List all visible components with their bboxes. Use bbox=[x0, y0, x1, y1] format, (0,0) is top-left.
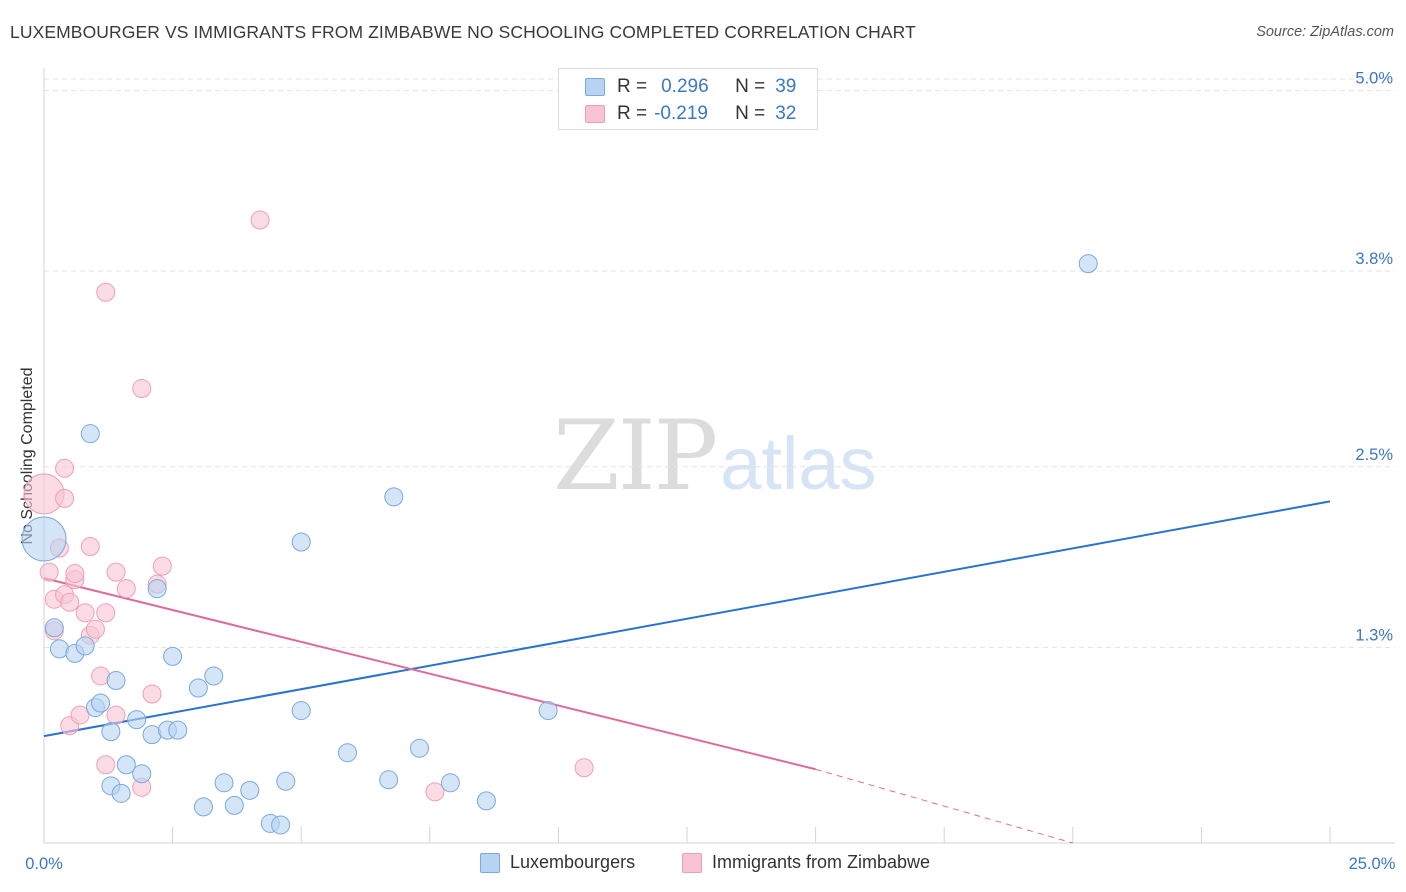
zimbabwe-point bbox=[132, 379, 152, 399]
luxembourger-point bbox=[291, 701, 311, 721]
zimbabwe-trend-line bbox=[43, 577, 816, 771]
y-tick-label: 5.0% bbox=[1355, 70, 1393, 88]
r-value: -0.219 bbox=[654, 103, 708, 124]
zimbabwe-point bbox=[96, 282, 116, 302]
y-tick-label: 3.8% bbox=[1355, 250, 1393, 268]
luxembourger-point bbox=[291, 532, 311, 552]
legend-item-zimbabwe: Immigrants from Zimbabwe bbox=[682, 852, 930, 873]
luxembourger-point bbox=[116, 755, 136, 775]
luxembourger-point bbox=[75, 636, 95, 656]
zimbabwe-point bbox=[152, 556, 172, 576]
luxembourger-trend-line bbox=[43, 500, 1331, 738]
source-label: Source: ZipAtlas.com bbox=[1256, 24, 1394, 40]
luxembourger-point bbox=[204, 666, 224, 686]
luxembourger-point bbox=[384, 487, 404, 507]
luxembourger-point bbox=[147, 579, 167, 599]
luxembourger-point bbox=[410, 738, 430, 758]
luxembourger-point bbox=[127, 710, 147, 730]
chart-title: LUXEMBOURGER VS IMMIGRANTS FROM ZIMBABWE… bbox=[10, 22, 916, 42]
luxembourger-point bbox=[440, 773, 460, 793]
legend-swatch-pink bbox=[682, 852, 702, 873]
luxembourger-point bbox=[21, 516, 67, 562]
zimbabwe-point bbox=[250, 210, 270, 230]
luxembourger-point bbox=[476, 791, 496, 811]
luxembourger-point bbox=[193, 797, 213, 817]
zimbabwe-point bbox=[142, 684, 162, 704]
luxembourger-point bbox=[276, 771, 296, 791]
n-label: N = bbox=[735, 103, 766, 124]
zimbabwe-point bbox=[55, 488, 75, 508]
zimbabwe-point bbox=[75, 603, 95, 623]
luxembourger-point bbox=[271, 815, 291, 835]
zimbabwe-point bbox=[574, 758, 594, 778]
zimbabwe-point bbox=[39, 562, 59, 582]
zimbabwe-point bbox=[106, 705, 126, 725]
luxembourger-point bbox=[163, 646, 183, 666]
zimbabwe-point bbox=[116, 579, 136, 599]
zimbabwe-trend-extension bbox=[815, 768, 1073, 844]
n-value: 39 bbox=[775, 76, 797, 97]
r-value: 0.296 bbox=[661, 76, 709, 97]
y-tick-label: 1.3% bbox=[1355, 626, 1393, 644]
zimbabwe-point bbox=[70, 705, 90, 725]
luxembourger-point bbox=[379, 770, 399, 790]
legend-swatch-blue bbox=[480, 852, 500, 873]
luxembourger-point bbox=[1078, 254, 1098, 274]
luxembourger-point bbox=[240, 780, 260, 800]
zimbabwe-point bbox=[65, 564, 85, 584]
luxembourger-point bbox=[44, 618, 64, 638]
zimbabwe-point bbox=[96, 755, 116, 775]
r-label: R = bbox=[617, 103, 648, 124]
zimbabwe-point bbox=[425, 782, 445, 802]
x-tick-label: 0.0% bbox=[25, 855, 63, 873]
luxembourger-point bbox=[106, 670, 126, 690]
luxembourger-point bbox=[214, 773, 234, 793]
luxembourger-point bbox=[80, 424, 100, 444]
luxembourger-point bbox=[101, 722, 121, 742]
legend-item-luxembourgers: Luxembourgers bbox=[480, 852, 635, 873]
r-label: R = bbox=[617, 76, 648, 97]
luxembourger-point bbox=[188, 678, 208, 698]
legend-label: Immigrants from Zimbabwe bbox=[712, 852, 931, 872]
n-value: 32 bbox=[775, 103, 797, 124]
legend-swatch-pink bbox=[585, 105, 605, 123]
luxembourger-point bbox=[224, 795, 244, 815]
zimbabwe-point bbox=[106, 562, 126, 582]
zimbabwe-point bbox=[85, 619, 105, 639]
luxembourger-point bbox=[337, 743, 357, 763]
n-label: N = bbox=[735, 76, 766, 97]
watermark: ZIPatlas bbox=[553, 400, 877, 512]
y-tick-label: 2.5% bbox=[1355, 446, 1393, 464]
correlation-legend: R = 0.296 N = 39 R = -0.219 N = 32 bbox=[558, 68, 818, 130]
legend-label: Luxembourgers bbox=[510, 852, 636, 872]
legend-row-luxembourgers: R = 0.296 N = 39 bbox=[585, 74, 796, 100]
luxembourger-point bbox=[132, 764, 152, 784]
luxembourger-point bbox=[91, 693, 111, 713]
luxembourger-point bbox=[168, 720, 188, 740]
zimbabwe-point bbox=[60, 592, 80, 612]
zimbabwe-point bbox=[96, 603, 116, 623]
legend-swatch-blue bbox=[585, 78, 605, 96]
zimbabwe-point bbox=[80, 537, 100, 557]
luxembourger-point bbox=[111, 783, 131, 803]
x-tick-label: 25.0% bbox=[1349, 855, 1396, 873]
legend-row-zimbabwe: R = -0.219 N = 32 bbox=[585, 101, 796, 127]
watermark-zip: ZIP bbox=[553, 400, 718, 512]
luxembourger-point bbox=[538, 701, 558, 721]
watermark-atlas: atlas bbox=[720, 422, 877, 505]
zimbabwe-point bbox=[55, 458, 75, 478]
